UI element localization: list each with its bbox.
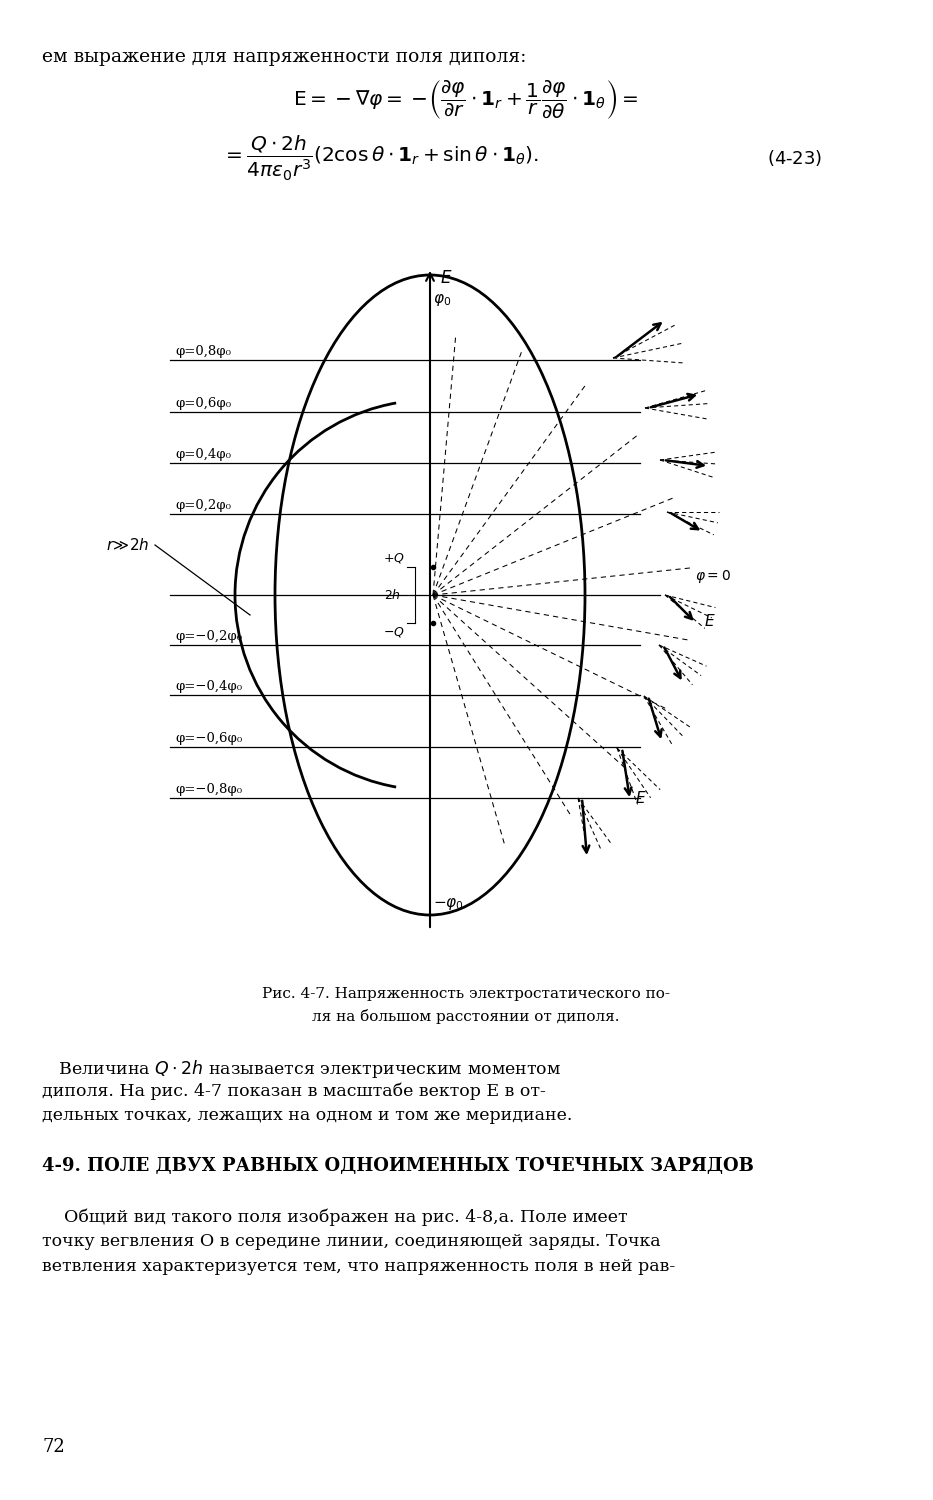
Text: $E$: $E$ <box>704 614 716 628</box>
Text: $-Q$: $-Q$ <box>383 626 405 639</box>
Text: 72: 72 <box>42 1438 64 1456</box>
Text: ветвления характеризуется тем, что напряженность поля в ней рав-: ветвления характеризуется тем, что напря… <box>42 1258 675 1275</box>
Text: $+Q$: $+Q$ <box>383 550 405 566</box>
Text: Величина $Q\cdot 2h$ называется электрическим моментом: Величина $Q\cdot 2h$ называется электрич… <box>42 1058 562 1080</box>
Text: φ=−0,2φ₀: φ=−0,2φ₀ <box>175 630 243 644</box>
Text: φ=−0,8φ₀: φ=−0,8φ₀ <box>175 783 243 796</box>
Text: φ=−0,6φ₀: φ=−0,6φ₀ <box>175 732 243 746</box>
Text: $\varphi_0$: $\varphi_0$ <box>433 292 452 308</box>
Text: $\mathrm{E} = -\nabla\varphi = -\!\left(\dfrac{\partial\varphi}{\partial r}\cdot: $\mathrm{E} = -\nabla\varphi = -\!\left(… <box>293 78 639 122</box>
Text: $= \dfrac{Q\cdot 2h}{4\pi\varepsilon_0 r^3}\left(2\cos\theta\cdot\mathbf{1}_r + : $= \dfrac{Q\cdot 2h}{4\pi\varepsilon_0 r… <box>221 134 538 183</box>
Text: $-\varphi_0$: $-\varphi_0$ <box>433 896 464 912</box>
Text: $2h$: $2h$ <box>384 588 401 602</box>
Text: φ=0,4φ₀: φ=0,4φ₀ <box>175 448 231 460</box>
Text: φ=0,2φ₀: φ=0,2φ₀ <box>175 500 231 512</box>
Text: $E$: $E$ <box>440 270 453 286</box>
Text: дельных точках, лежащих на одном и том же меридиане.: дельных точках, лежащих на одном и том ж… <box>42 1107 572 1124</box>
Text: ля на большом расстоянии от диполя.: ля на большом расстоянии от диполя. <box>313 1010 620 1025</box>
Text: точку вегвления O в середине линии, соединяющей заряды. Точка: точку вегвления O в середине линии, соед… <box>42 1233 661 1250</box>
Text: φ=0,6φ₀: φ=0,6φ₀ <box>175 398 231 410</box>
Text: $(4\text{-}23)$: $(4\text{-}23)$ <box>767 148 823 168</box>
Text: $r\!\gg\!2h$: $r\!\gg\!2h$ <box>106 537 150 554</box>
Text: диполя. На рис. 4-7 показан в масштабе вектор Е в от-: диполя. На рис. 4-7 показан в масштабе в… <box>42 1082 546 1100</box>
Text: Рис. 4-7. Напряженность электростатического по-: Рис. 4-7. Напряженность электростатическ… <box>262 987 670 1000</box>
Text: $E$: $E$ <box>635 790 647 806</box>
Text: Общий вид такого поля изображен на рис. 4-8,а. Поле имеет: Общий вид такого поля изображен на рис. … <box>42 1208 628 1225</box>
Text: ем выражение для напряженности поля диполя:: ем выражение для напряженности поля дипо… <box>42 48 526 66</box>
Text: 4-9. ПОЛЕ ДВУХ РАВНЫХ ОДНОИМЕННЫХ ТОЧЕЧНЫХ ЗАРЯДОВ: 4-9. ПОЛЕ ДВУХ РАВНЫХ ОДНОИМЕННЫХ ТОЧЕЧН… <box>42 1156 754 1174</box>
Text: φ=0,8φ₀: φ=0,8φ₀ <box>175 345 231 358</box>
Text: φ=−0,4φ₀: φ=−0,4φ₀ <box>175 680 243 693</box>
Text: $\varphi=0$: $\varphi=0$ <box>695 568 731 585</box>
